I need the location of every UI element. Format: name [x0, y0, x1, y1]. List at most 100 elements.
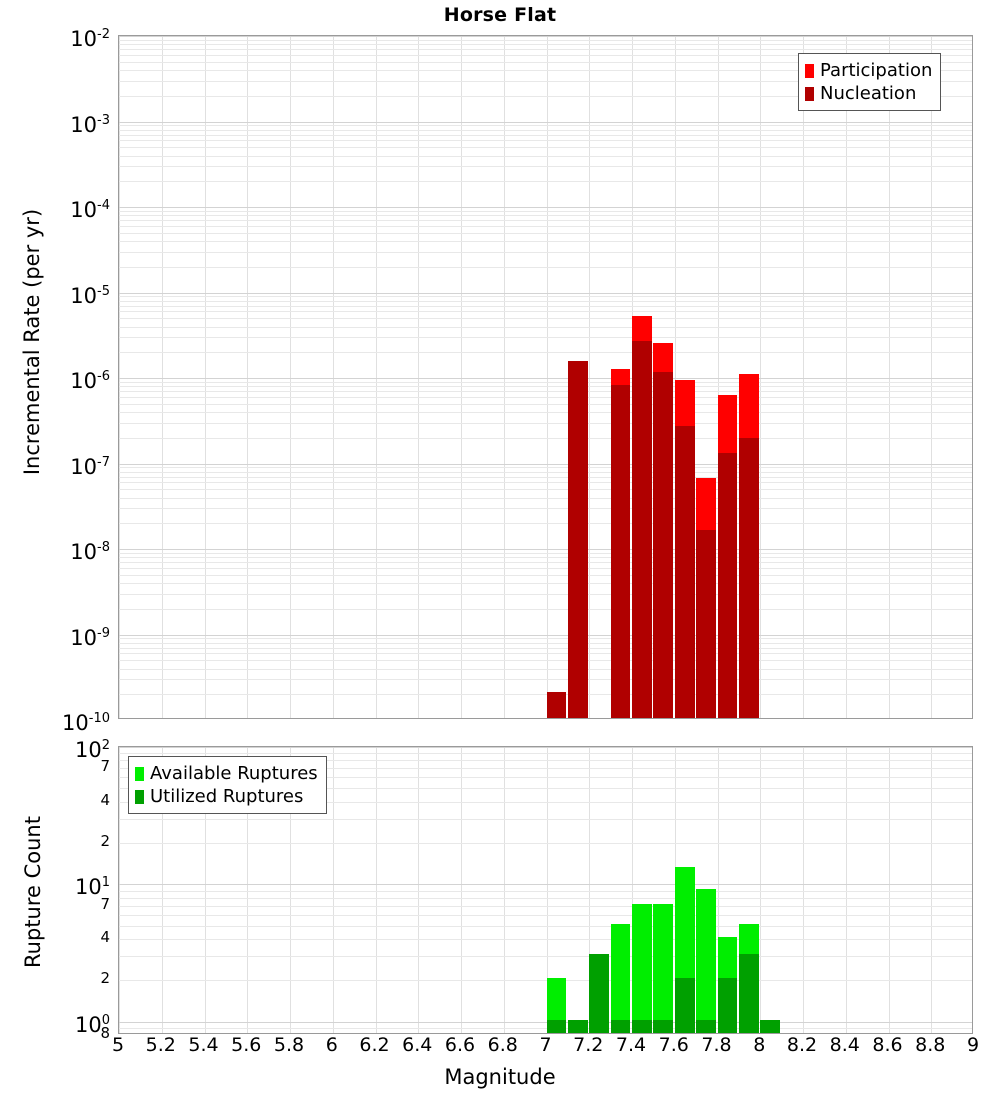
y-tick-minor-label-bottom: 2 — [100, 832, 110, 850]
bar-segment-utilized-ruptures — [674, 978, 695, 1033]
y-tick-minor-label-bottom: 4 — [100, 790, 110, 809]
bar-bottom — [674, 745, 695, 1033]
x-tick-label: 5.6 — [231, 1034, 262, 1056]
legend-label-participation: Participation — [820, 59, 933, 81]
bar-bottom — [696, 745, 716, 1033]
x-tick-label: 6.6 — [444, 1034, 476, 1056]
y-tick-minor-label-bottom: 8 — [100, 1024, 110, 1042]
x-tick-label: 6.4 — [402, 1034, 433, 1056]
bar-segment-nucleation — [546, 692, 567, 718]
y-tick-label-top: 10-7 — [70, 454, 110, 479]
legend-item-utilized-ruptures: Utilized Ruptures — [135, 785, 318, 808]
bar-segment-utilized-ruptures — [760, 1019, 781, 1033]
y-tick-label-bottom: 102 — [74, 738, 110, 762]
x-tick-label: 7.8 — [701, 1034, 732, 1056]
y-tick-label-top: 10-6 — [70, 369, 110, 393]
page-title: Horse Flat — [443, 4, 557, 26]
bar-top — [696, 34, 716, 718]
bar-segment-nucleation — [674, 426, 695, 718]
legend-item-available-ruptures: Available Ruptures — [135, 762, 318, 785]
y-tick-minor-label-bottom: 7 — [100, 757, 110, 776]
x-tick-label: 5.4 — [188, 1034, 219, 1056]
x-tick-label: 7.4 — [615, 1034, 647, 1056]
bar-segment-nucleation — [610, 385, 631, 718]
x-tick-label: 7.6 — [658, 1034, 689, 1056]
legend-item-nucleation: Nucleation — [805, 82, 932, 105]
bar-segment-nucleation — [738, 437, 759, 718]
y-tick-label-top: 10-5 — [70, 283, 110, 308]
legend-top: Participation Nucleation — [798, 53, 942, 111]
x-tick-label: 6.2 — [359, 1034, 390, 1056]
y-tick-label-bottom: 100 — [74, 1012, 110, 1037]
legend-swatch-available-ruptures — [135, 766, 144, 781]
bar-segment-utilized-ruptures — [632, 1019, 652, 1033]
bar-segment-available-ruptures — [653, 903, 674, 1033]
bar-top — [567, 34, 588, 718]
legend-swatch-participation — [805, 63, 814, 78]
bar-bottom — [738, 745, 759, 1033]
bar-segment-nucleation — [696, 529, 716, 718]
grid-lines-bottom — [119, 747, 972, 1033]
bar-top — [632, 34, 652, 718]
x-tick-label: 6.8 — [487, 1034, 518, 1056]
y-tick-minor-label-bottom: 4 — [100, 928, 110, 946]
bar-segment-utilized-ruptures — [717, 978, 738, 1033]
bar-bottom — [717, 745, 738, 1033]
bar-segment-nucleation — [567, 360, 588, 718]
x-tick-label: 8.6 — [872, 1034, 903, 1056]
legend-label-available-ruptures: Available Ruptures — [150, 762, 318, 784]
bar-bottom — [610, 745, 631, 1033]
bar-bottom — [567, 745, 588, 1033]
bar-segment-utilized-ruptures — [653, 1019, 674, 1033]
x-tick-label: 8.4 — [829, 1034, 860, 1056]
bar-bottom — [760, 745, 781, 1033]
bar-bottom — [632, 745, 652, 1033]
y-tick-label-top: 10-4 — [70, 198, 110, 222]
x-axis-label: Magnitude — [444, 1065, 556, 1089]
bar-segment-utilized-ruptures — [589, 954, 610, 1033]
x-tick-label: 8 — [753, 1034, 766, 1056]
y-tick-minor-label-bottom: 2 — [100, 969, 110, 988]
bar-series-bottom — [119, 747, 972, 1033]
bar-segment-available-ruptures — [610, 923, 631, 1033]
bar-top — [717, 34, 738, 718]
y-tick-label-bottom: 101 — [74, 875, 110, 900]
bar-top — [610, 34, 631, 718]
x-tick-label: 9 — [966, 1034, 980, 1056]
x-tick-label: 5 — [111, 1034, 125, 1056]
bar-top — [674, 34, 695, 718]
bar-top — [546, 34, 567, 718]
incremental-rate-plot — [118, 35, 973, 719]
y-axis-label-top: Incremental Rate (per yr) — [20, 208, 44, 476]
y-tick-minor-label-bottom: 7 — [100, 894, 110, 913]
bar-segment-available-ruptures — [696, 888, 716, 1033]
bar-segment-utilized-ruptures — [696, 1019, 716, 1033]
x-tick-label: 7.2 — [573, 1034, 604, 1056]
legend-swatch-nucleation — [805, 86, 814, 101]
legend-swatch-utilized-ruptures — [135, 789, 144, 804]
bar-segment-utilized-ruptures — [567, 1019, 588, 1033]
y-axis-label-bottom: Rupture Count — [21, 816, 45, 968]
x-tick-label: 8.8 — [915, 1034, 946, 1056]
x-tick-label: 7 — [539, 1034, 552, 1056]
legend-bottom: Available Ruptures Utilized Ruptures — [128, 756, 327, 814]
rupture-count-plot — [118, 746, 973, 1034]
bar-segment-utilized-ruptures — [610, 1019, 631, 1033]
x-tick-label: 6 — [325, 1034, 338, 1056]
bar-bottom — [653, 745, 674, 1033]
bar-bottom — [546, 745, 567, 1033]
y-tick-label-top: 10-10 — [62, 711, 110, 735]
y-tick-label-top: 10-3 — [70, 112, 110, 137]
bar-top — [653, 34, 674, 718]
bar-segment-utilized-ruptures — [546, 1019, 567, 1033]
bar-segment-nucleation — [653, 372, 674, 718]
bar-series-top — [119, 36, 972, 718]
y-tick-label-top: 10-9 — [70, 625, 110, 650]
y-tick-label-top: 10-2 — [70, 27, 110, 51]
bar-segment-available-ruptures — [546, 978, 567, 1033]
bar-segment-nucleation — [717, 453, 738, 718]
legend-item-participation: Participation — [805, 59, 932, 82]
y-tick-label-top: 10-8 — [70, 540, 110, 564]
bar-top — [738, 34, 759, 718]
